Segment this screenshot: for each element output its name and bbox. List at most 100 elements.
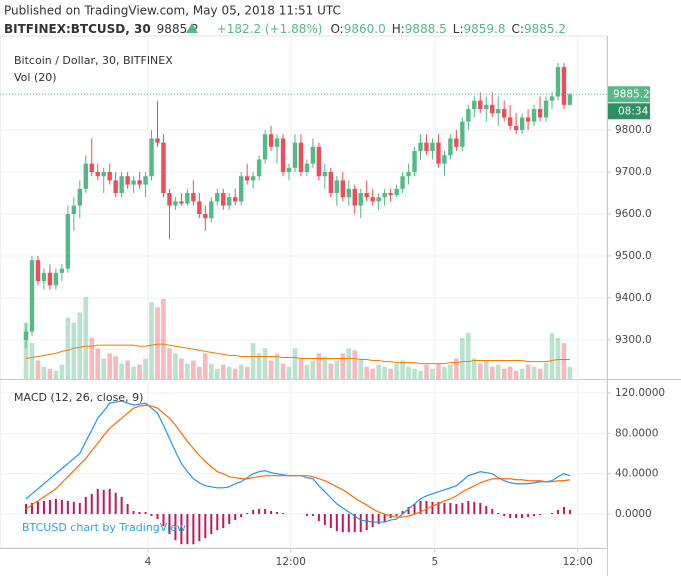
volume-bar [304,364,310,379]
ohlc-value: 9888.5 [405,22,447,36]
candle-body [316,146,322,177]
volume-bar [567,366,573,379]
histogram-bar [509,514,512,519]
candle-body [131,180,136,185]
volume-bar [119,363,124,379]
candle-body [412,151,417,173]
histogram-bar [311,514,314,517]
histogram-bar [461,502,464,515]
volume-bar [262,348,268,379]
candle-body [496,109,501,114]
candle-body [280,138,286,173]
volume-bar [89,338,95,379]
volume-bar [448,364,453,379]
histogram-bar [329,514,332,529]
volume-bar [298,358,304,379]
volume-bar [268,360,274,379]
candle-body [346,188,351,198]
histogram-bar [186,514,189,545]
histogram-bar [401,510,404,515]
candle-body [256,159,262,177]
volume-bar [23,322,29,379]
volume-bar [543,362,549,379]
candle-body [167,193,172,206]
volume-bar [77,312,83,379]
candle-body [113,180,118,194]
volume-bar [244,366,250,379]
volume-bar [143,358,148,379]
candle-body [286,167,292,173]
candle-body [77,188,82,206]
histogram-bar [36,501,39,515]
candle-body [203,214,208,219]
histogram-bar [42,500,45,515]
candle-body [191,193,196,202]
volume-bar [226,366,232,379]
volume-bar [346,348,352,379]
candle-body [262,134,268,160]
y-tick-label: 9400.0 [615,292,652,304]
candle-body [436,142,441,164]
candle-body [155,138,160,143]
histogram-bar [407,506,410,515]
macd-title: MACD (12, 26, close, 9) [14,391,143,404]
histogram-bar [126,503,129,515]
histogram-bar [521,514,524,519]
candle-body [298,142,304,173]
candle-body [101,172,106,177]
volume-title: Vol (20) [14,71,57,84]
volume-bar [161,299,166,379]
histogram-bar [180,514,183,545]
histogram-bar [120,496,123,515]
histogram-bar [317,514,320,522]
candle-body [83,163,88,189]
macd-line [25,404,571,518]
histogram-bar [562,506,565,515]
volume-bar [334,360,340,379]
volume-bar [292,348,298,379]
histogram-bar [503,514,506,517]
histogram-bar [198,514,201,542]
histogram-bar [204,514,207,539]
histogram-bar [419,500,422,515]
candle-body [549,96,555,101]
candle-body [561,67,567,105]
candle-body [173,201,178,206]
volume-bar [203,353,208,379]
volume-bar [280,363,286,379]
volume-bar [472,358,477,379]
histogram-bar [210,514,213,535]
candle-body [268,134,274,147]
volume-bar [394,363,399,379]
watermark: BTCUSD chart by TradingView [22,521,186,534]
volume-bar [430,368,435,379]
volume-bar [191,360,196,379]
candle-body [466,109,471,122]
volume-bar [59,364,65,379]
y-tick-label: 80.0000 [615,427,658,439]
volume-bar [71,322,77,379]
histogram-bar [90,493,93,515]
macd-line [25,400,571,523]
y-tick-label: 0.0000 [615,508,652,520]
histogram-bar [467,500,470,515]
volume-bar [454,358,459,379]
histogram-bar [551,513,554,515]
volume-bar [131,366,136,379]
volume-bar [41,366,47,379]
histogram-bar [347,514,350,533]
histogram-bar [162,514,165,527]
candle-body [448,138,453,156]
candle-body [161,142,166,194]
volume-bar [340,353,346,379]
histogram-bar [216,514,219,531]
candle-body [221,193,226,206]
volume-bar [232,368,238,379]
volume-bar [418,370,423,379]
candle-body [29,260,35,332]
candle-body [484,104,489,110]
candle-body [525,117,531,122]
histogram-bar [156,514,159,520]
up-arrow [186,23,198,33]
